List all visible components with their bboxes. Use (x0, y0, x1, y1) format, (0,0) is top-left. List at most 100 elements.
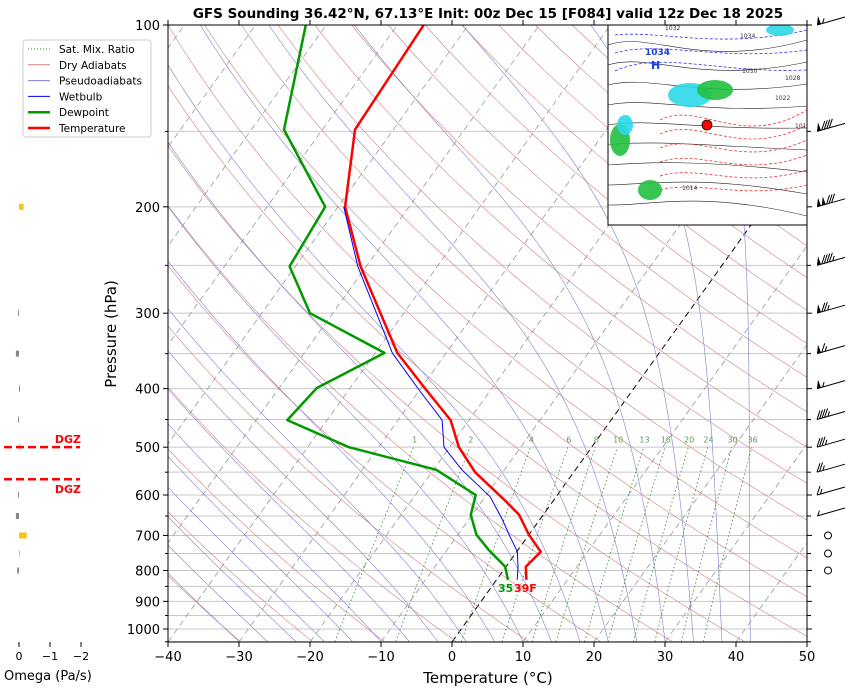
dgz-label: DGZ (55, 433, 81, 446)
location-marker (702, 120, 712, 130)
wind-barb (817, 302, 845, 313)
map-high-label: H (651, 59, 660, 72)
omega-tick-label: 0 (16, 650, 23, 663)
omega-axis-label: Omega (Pa/s) (4, 669, 92, 684)
y-tick-label: 600 (135, 489, 160, 504)
wind-barb (817, 380, 845, 389)
wind-barb (825, 567, 832, 574)
x-tick-label: 0 (448, 650, 456, 665)
x-tick-label: −30 (225, 650, 252, 665)
map-contour-label: 1030 (742, 68, 757, 75)
wind-barb (817, 508, 845, 516)
wind-barbs (817, 16, 845, 574)
wind-barb (825, 550, 832, 557)
mixing-ratio-label: 8 (594, 436, 599, 445)
y-tick-label: 800 (135, 564, 160, 579)
wind-barb (817, 462, 845, 472)
omega-tick-label: −2 (73, 650, 89, 663)
map-pressure-label: 1034 (645, 48, 670, 58)
y-tick-label: 400 (135, 383, 160, 398)
x-tick-label: 10 (515, 650, 532, 665)
mixing-ratio-line (655, 447, 708, 642)
y-tick-label: 500 (135, 441, 160, 456)
mixing-ratio-label: 6 (566, 436, 571, 445)
dewpoint-line (284, 25, 508, 580)
map-contour-label: 1032 (665, 25, 680, 32)
x-tick-label: 30 (657, 650, 674, 665)
legend-label: Temperature (58, 123, 126, 135)
omega-bar (19, 551, 20, 557)
wind-barb (817, 194, 845, 207)
mixing-ratio-label: 16 (661, 436, 671, 445)
legend: Sat. Mix. Ratio Dry Adiabats Pseudoadiabat… (23, 40, 151, 137)
map-contour-label: 1022 (775, 95, 790, 102)
omega-bar (17, 567, 19, 573)
pseudoadiabat (99, 25, 552, 642)
mixing-ratio-label: 36 (748, 436, 758, 445)
x-tick-label: −10 (367, 650, 394, 665)
wind-barb (817, 343, 845, 353)
x-tick-label: −40 (154, 650, 181, 665)
legend-label: Dewpoint (59, 107, 109, 119)
mixing-ratio-label: 10 (613, 436, 623, 445)
mixing-ratio-line (556, 447, 617, 642)
omega-bar (19, 532, 27, 538)
mixing-ratio-line (396, 447, 470, 642)
wind-barb (817, 437, 845, 447)
mixing-ratio-label: 20 (684, 436, 694, 445)
mixing-ratio-line (532, 447, 595, 642)
profile-lines (284, 25, 541, 580)
legend-label: Dry Adiabats (59, 60, 127, 72)
omega-bar (16, 351, 19, 357)
mixing-ratio-line (681, 447, 732, 642)
y-tick-label: 700 (135, 529, 160, 544)
y-axis-label: Pressure (hPa) (102, 280, 120, 388)
mixing-ratio-line (703, 447, 752, 642)
map-contour-label: 1028 (785, 75, 800, 82)
omega-bar (18, 492, 19, 498)
mixing-ratio-label: 30 (728, 436, 738, 445)
y-tick-label: 300 (135, 307, 160, 322)
isotherm (97, 25, 539, 642)
map-contour-label: 1034 (740, 33, 755, 40)
omega-bar (19, 386, 20, 392)
chart-title: GFS Sounding 36.42°N, 67.13°E Init: 00z … (193, 6, 783, 22)
legend-label: Pseudoadiabats (59, 76, 142, 88)
mixing-ratio-label: 1 (412, 436, 417, 445)
map-contour-label: 1010 (795, 123, 810, 130)
dry-adiabat (829, 25, 849, 642)
omega-bar (19, 204, 24, 210)
wind-barb (817, 408, 845, 419)
mixing-ratio-label: 24 (703, 436, 713, 445)
wind-barb (817, 486, 845, 495)
wind-barb (817, 16, 845, 25)
mixing-ratio-label: 2 (468, 436, 473, 445)
map-contour-label: 1014 (682, 185, 697, 192)
omega-bar (18, 310, 19, 316)
x-tick-label: 40 (728, 650, 745, 665)
x-tick-label: −20 (296, 650, 323, 665)
dgz-label: DGZ (55, 483, 81, 496)
mixing-ratio-line (608, 447, 665, 642)
y-tick-label: 100 (135, 19, 160, 34)
legend-label: Wetbulb (59, 91, 103, 103)
pseudoadiabat (200, 25, 608, 642)
mixing-ratio-label: 4 (529, 436, 534, 445)
y-tick-label: 900 (135, 595, 160, 610)
y-tick-label: 1000 (127, 623, 160, 638)
x-tick-label: 20 (586, 650, 603, 665)
wind-barb (817, 119, 845, 132)
omega-panel: 0 −1 −2 DGZ DGZ (4, 204, 89, 663)
isotherm (807, 25, 849, 642)
surface-dewpoint-label: 35 (498, 582, 513, 595)
mixing-ratio-line (461, 447, 530, 642)
wind-barb (817, 253, 845, 266)
surface-temperature-label: 39F (514, 582, 537, 595)
y-tick-label: 200 (135, 201, 160, 216)
omega-tick-label: −1 (42, 650, 58, 663)
omega-bar (18, 417, 19, 423)
legend-label: Sat. Mix. Ratio (59, 44, 135, 56)
